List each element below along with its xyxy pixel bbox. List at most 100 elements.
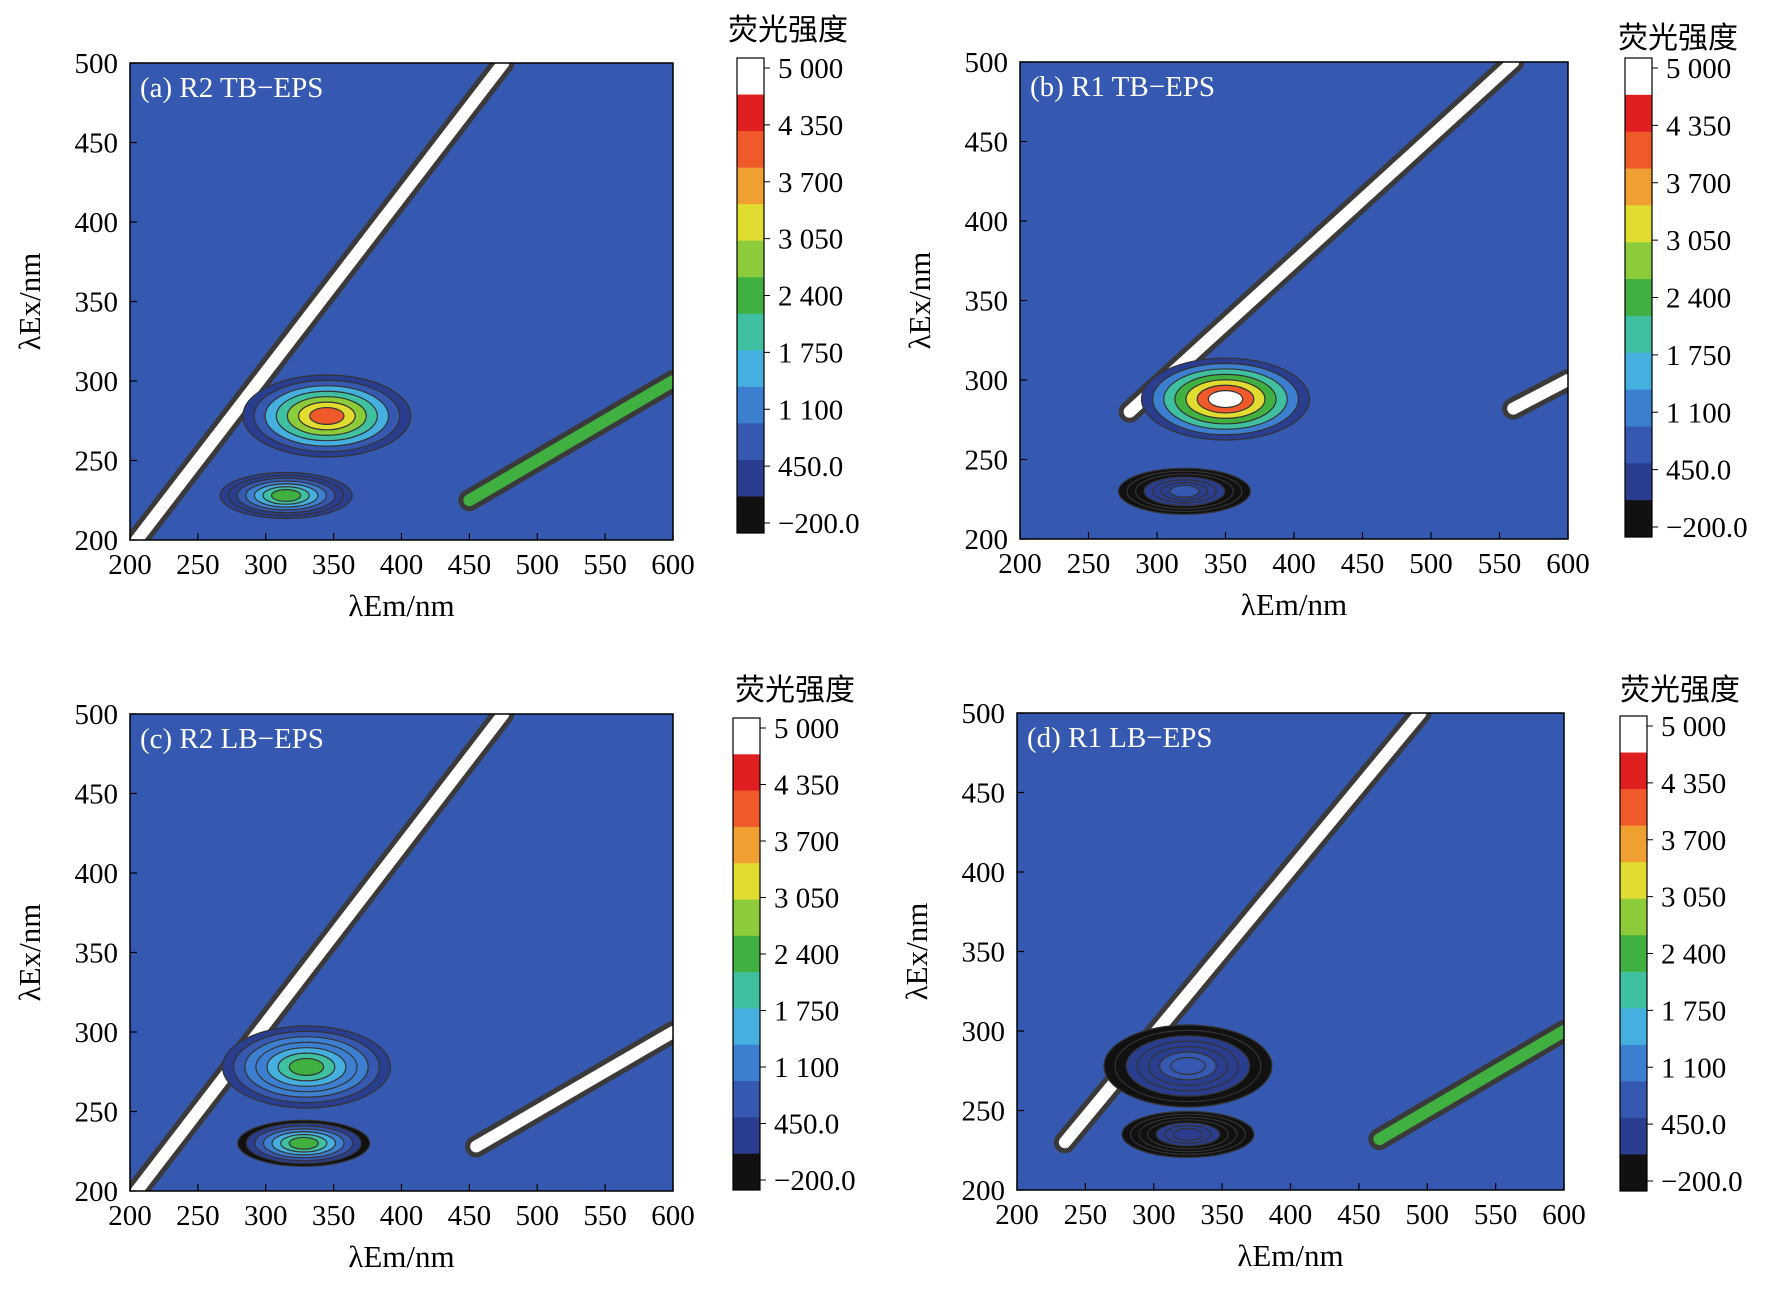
x-tick-label: 300: [1132, 1199, 1176, 1231]
panel-d: (d) R1 LB−EPS 200 250 300 350 400 450 500 550 600…: [899, 674, 1743, 1273]
colorbar-segment: [733, 1117, 760, 1155]
colorbar-segment: [1625, 242, 1652, 280]
y-tick-label: 250: [75, 446, 119, 478]
panel-label: (c) R2 LB−EPS: [140, 723, 324, 755]
colorbar-segment: [1620, 1081, 1647, 1119]
y-tick-label: 450: [75, 779, 119, 811]
colorbar-segment: [733, 718, 760, 755]
x-tick-label: 500: [1406, 1199, 1450, 1231]
colorbar-segment: [737, 459, 764, 497]
colorbar-segment: [1620, 1044, 1647, 1082]
contour-level: [1170, 1056, 1206, 1076]
colorbar-tick-label: 4 350: [1661, 768, 1726, 800]
colorbar-segment: [1625, 58, 1652, 96]
x-tick-label: 350: [312, 1200, 356, 1232]
colorbar-segment: [733, 863, 760, 901]
colorbar-title: 荧光强度: [728, 14, 848, 47]
contour-level: [288, 1136, 319, 1150]
x-tick-label: 450: [448, 1200, 492, 1232]
scatter-band: [463, 375, 673, 507]
scatter-band: [1123, 62, 1520, 418]
colorbar: 5 000 4 350 3 700 3 050 2 400 1 750 1 100 450.0…: [1618, 22, 1748, 544]
x-tick-label: 550: [1478, 548, 1522, 580]
colorbar-title: 荧光强度: [1618, 22, 1738, 55]
colorbar-segment: [1620, 935, 1647, 973]
x-tick-label: 550: [583, 1200, 627, 1232]
colorbar-tick-label: 1 100: [1661, 1052, 1726, 1084]
y-tick-label: 200: [965, 524, 1009, 556]
x-tick-label: 350: [1204, 548, 1248, 580]
contour-level: [309, 406, 345, 426]
x-axis-title: λEm/nm: [348, 588, 454, 623]
x-tick-label: 300: [1135, 548, 1179, 580]
colorbar-segment: [737, 94, 764, 132]
x-tick-label: 400: [1272, 548, 1316, 580]
y-tick-label: 450: [965, 127, 1009, 159]
colorbar: 5 000 4 350 3 700 3 050 2 400 1 750 1 100 450.0…: [1619, 674, 1743, 1198]
colorbar-segment: [733, 826, 760, 864]
colorbar-segment: [1625, 131, 1652, 170]
colorbar-tick-label: −200.0: [1661, 1166, 1743, 1198]
colorbar-segment: [1620, 1008, 1647, 1046]
colorbar: 5 000 4 350 3 700 3 050 2 400 1 750 1 100 450.0…: [732, 674, 856, 1197]
colorbar-tick-label: 5 000: [774, 713, 839, 745]
y-tick-label: 500: [962, 698, 1006, 730]
colorbar-segment: [733, 972, 760, 1009]
x-tick-label: 600: [1546, 548, 1590, 580]
colorbar-tick-label: 450.0: [774, 1109, 839, 1141]
colorbar-segment: [1620, 898, 1647, 936]
colorbar-segment: [1620, 716, 1647, 754]
x-tick-label: 500: [516, 1200, 560, 1232]
colorbar-tick-label: 1 750: [1666, 340, 1731, 372]
heatmap-background: [130, 63, 673, 540]
colorbar-segment: [1625, 463, 1652, 501]
y-tick-label: 250: [965, 445, 1009, 477]
colorbar-tick-label: 3 700: [774, 826, 839, 858]
colorbar-tick-label: 4 350: [1666, 110, 1731, 142]
scatter-band: [130, 714, 510, 1191]
panel-label: (d) R1 LB−EPS: [1027, 722, 1213, 754]
colorbar-segment: [733, 935, 760, 973]
x-axis-title: λEm/nm: [1237, 1238, 1343, 1273]
x-tick-label: 450: [448, 549, 492, 581]
colorbar-segment: [1620, 789, 1647, 827]
colorbar-tick-label: 2 400: [774, 939, 839, 971]
colorbar-segment: [1620, 862, 1647, 900]
colorbar-tick-label: 4 350: [778, 110, 843, 142]
y-tick-label: 450: [962, 778, 1006, 810]
contour-level: [270, 489, 302, 502]
colorbar-tick-label: −200.0: [778, 508, 860, 540]
x-tick-label: 500: [1409, 548, 1453, 580]
y-axis-title: λEx/nm: [12, 253, 47, 351]
x-tick-label: 550: [1474, 1199, 1518, 1231]
x-tick-label: 200: [108, 549, 152, 581]
fluorescence-peak: [1140, 357, 1311, 441]
colorbar-tick-label: 5 000: [778, 53, 843, 85]
colorbar-segment: [1620, 1117, 1647, 1155]
y-tick-label: 300: [965, 365, 1009, 397]
colorbar-segment: [733, 790, 760, 828]
colorbar-title: 荧光强度: [735, 674, 855, 707]
fluorescence-peak: [1121, 1110, 1255, 1158]
colorbar-segment: [1625, 315, 1652, 354]
colorbar-segment: [737, 350, 764, 388]
contour-level: [1207, 390, 1244, 409]
colorbar-tick-label: 5 000: [1661, 711, 1726, 743]
colorbar-segment: [1620, 825, 1647, 863]
x-axis-title: λEm/nm: [348, 1239, 454, 1274]
colorbar-tick-label: 2 400: [778, 281, 843, 313]
colorbar-segment: [733, 1153, 760, 1191]
heatmap-background: [130, 714, 673, 1191]
x-tick-label: 400: [380, 549, 424, 581]
colorbar-segment: [733, 1044, 760, 1082]
colorbar-segment: [1625, 426, 1652, 464]
y-tick-label: 200: [75, 525, 119, 557]
x-tick-label: 200: [995, 1199, 1039, 1231]
colorbar-segment: [737, 277, 764, 315]
colorbar-segment: [1620, 1154, 1647, 1192]
y-tick-label: 300: [75, 366, 119, 398]
x-tick-label: 200: [108, 1200, 152, 1232]
x-tick-label: 350: [1200, 1199, 1244, 1231]
colorbar-segment: [733, 754, 760, 792]
